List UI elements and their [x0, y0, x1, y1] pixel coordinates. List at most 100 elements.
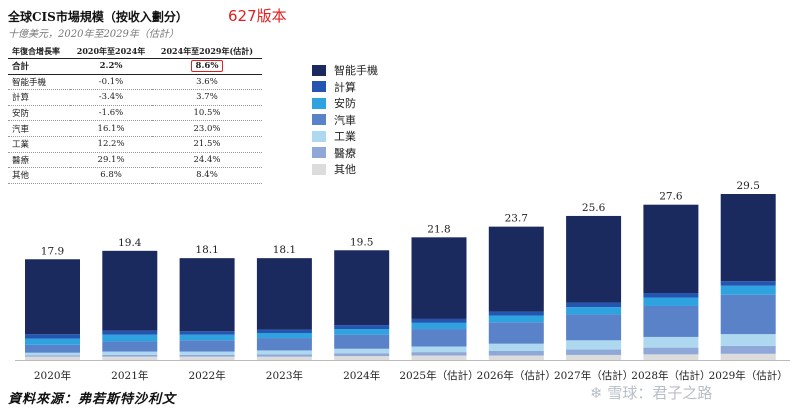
legend-swatch: [312, 130, 326, 142]
bar-segment: [179, 351, 235, 355]
cagr-row: 工業 12.2% 21.5%: [8, 136, 262, 153]
data-label: 17.9: [41, 245, 64, 257]
x-tick-label: 2025年（估計）: [399, 369, 478, 382]
legend-label: 其他: [334, 163, 356, 177]
bar-segment: [102, 351, 158, 355]
watermark: ❄ 雪球：君子之路: [590, 384, 713, 402]
bar-segment: [566, 349, 622, 355]
bar-segment: [102, 356, 158, 360]
x-tick-label: 2020年: [34, 369, 71, 382]
legend-label: 智能手機: [334, 64, 378, 78]
cagr-row-label: 安防: [8, 105, 71, 122]
bar-segment: [720, 294, 776, 335]
cagr-value-2024-2029: 23.0%: [151, 120, 262, 137]
bar-segment: [566, 302, 622, 308]
cagr-row: 計算 -3.4% 3.7%: [8, 89, 262, 106]
cagr-value-2020-2024: 29.1%: [70, 152, 152, 169]
bar-segment: [256, 338, 312, 351]
cagr-row: 汽車 16.1% 23.0%: [8, 120, 262, 137]
bar-segment: [25, 334, 80, 339]
legend-item: 智能手機: [312, 62, 378, 79]
bar-segment: [102, 250, 158, 331]
cagr-value-2020-2024: 16.1%: [70, 120, 152, 137]
version-label: 627版本: [228, 7, 287, 25]
bar-segment: [179, 334, 235, 341]
cagr-value-2024-2029: 8.6%: [151, 58, 262, 75]
legend-item: 其他: [312, 161, 378, 178]
bar-segment: [102, 341, 158, 352]
bar-segment: [720, 353, 776, 360]
legend-label: 工業: [334, 130, 356, 144]
cagr-table: 年復合增長率 2020年至2024年 2024年至2029年(估計) 合計 2.…: [8, 44, 262, 184]
cagr-value-2020-2024: 2.2%: [70, 58, 152, 75]
legend-swatch: [312, 64, 326, 76]
cagr-col-2024-2029: 2024年至2029年(估計): [151, 44, 262, 59]
data-label: 25.6: [582, 202, 606, 214]
bar-segment: [334, 334, 390, 349]
cagr-row-label: 醫療: [8, 152, 71, 169]
bar-segment: [179, 258, 235, 332]
bar-segment: [334, 325, 390, 330]
data-label: 18.1: [195, 244, 218, 256]
bar-segment: [334, 356, 390, 360]
bar-segment: [411, 355, 467, 360]
bar-segment: [720, 334, 776, 346]
legend-label: 安防: [334, 97, 356, 111]
bar-segment: [720, 285, 776, 295]
legend-item: 計算: [312, 79, 378, 96]
bar-segment: [25, 259, 80, 335]
bar-segment: [25, 338, 80, 345]
bar-segment: [256, 329, 312, 333]
bar-segment: [179, 354, 235, 357]
bar-segment: [643, 354, 699, 360]
bar-segment: [25, 355, 80, 357]
cagr-table-header: 年復合增長率 2020年至2024年 2024年至2029年(估計): [8, 44, 262, 59]
bar-segment: [411, 352, 467, 356]
chart-subtitle: 十億美元，2020年至2029年（估計）: [8, 29, 179, 40]
bar-segment: [720, 345, 776, 354]
cagr-row-label: 工業: [8, 136, 71, 153]
bar-segment: [488, 355, 544, 360]
bar-segment: [411, 318, 467, 323]
bar-segment: [179, 340, 235, 352]
bar-segment: [643, 305, 699, 337]
bar-segment: [488, 351, 544, 356]
data-label: 23.7: [505, 213, 528, 225]
cagr-row: 醫療 29.1% 24.4%: [8, 152, 262, 169]
x-tick-label: 2023年: [266, 369, 303, 382]
bar-segment: [411, 329, 467, 347]
bar-segment: [256, 356, 312, 360]
data-label: 18.1: [273, 244, 296, 256]
cagr-row: 其他 6.8% 8.4%: [8, 167, 262, 184]
cagr-row-label: 其他: [8, 167, 71, 184]
bar-segment: [25, 344, 80, 353]
x-tick-label: 2027年（估計）: [554, 369, 633, 382]
x-tick-label: 2024年: [343, 369, 380, 382]
x-tick-label: 2021年: [111, 369, 148, 382]
data-label: 19.4: [118, 237, 142, 249]
legend-label: 醫療: [334, 146, 356, 160]
bar-segment: [411, 346, 467, 353]
bar-segment: [102, 334, 158, 342]
bar-segment: [25, 356, 80, 360]
watermark-text: 雪球：君子之路: [607, 384, 713, 402]
bar-segment: [411, 322, 467, 330]
bar-segment: [720, 194, 776, 282]
legend-item: 安防: [312, 95, 378, 112]
bar-segment: [334, 353, 390, 357]
legend-swatch: [312, 97, 326, 109]
bar-segment: [102, 330, 158, 335]
x-tick-label: 2029年（估計）: [709, 369, 788, 382]
bar-segment: [179, 356, 235, 360]
data-label: 27.6: [659, 191, 683, 203]
bar-segment: [334, 329, 390, 335]
cagr-row-label: 計算: [8, 89, 71, 106]
cagr-row-label: 汽車: [8, 120, 71, 137]
cagr-row-label: 智能手機: [8, 74, 71, 91]
cagr-row: 智能手機 -0.1% 3.6%: [8, 74, 262, 91]
cagr-value-2020-2024: -0.1%: [70, 74, 152, 91]
bar-segment: [643, 204, 699, 294]
legend-swatch: [312, 81, 326, 93]
cagr-value-2024-2029: 21.5%: [151, 136, 262, 153]
bar-segment: [566, 215, 622, 303]
